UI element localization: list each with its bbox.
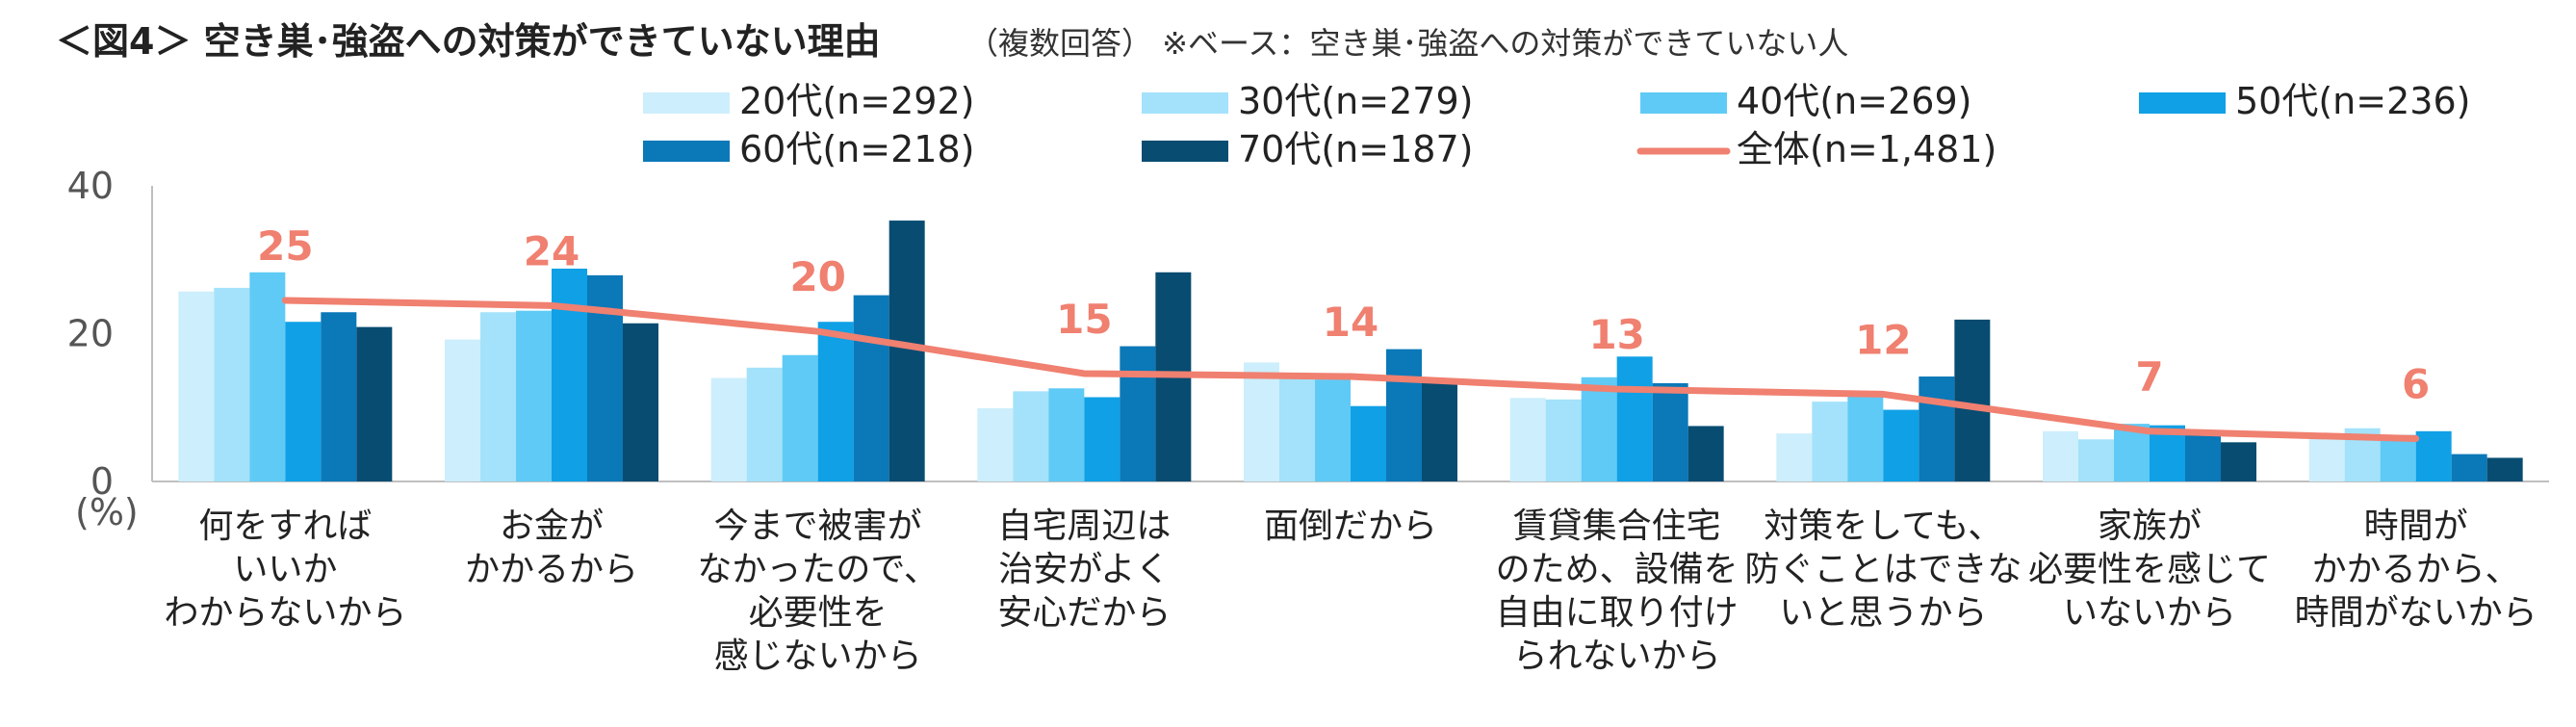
legend: 20代(n=292) 30代(n=279) 40代(n=269) 50代(n=236)… [643,80,2470,170]
legend-swatch [643,92,730,114]
bar [1315,379,1351,481]
overall-data-label: 6 [2402,360,2430,407]
legend-label: 60代(n=218) [739,128,974,170]
bar [2221,442,2256,481]
y-tick-label: 20 [67,313,114,355]
legend-label: 50代(n=236) [2235,80,2470,122]
overall-line-series: 25 24 20 15 14 13 12 7 6 [257,222,2430,442]
bar [249,272,286,481]
bar [2415,430,2452,481]
overall-data-label: 20 [789,253,845,300]
overall-data-label: 13 [1588,311,1644,358]
bar [1013,391,1049,481]
legend-swatch [2139,92,2226,114]
bar [1386,349,1422,481]
bar [782,354,818,481]
legend-swatch [1640,92,1727,114]
bar [480,312,516,481]
bar [516,310,552,481]
bar [1545,399,1582,481]
bar [1776,433,1813,481]
overall-data-label: 14 [1323,299,1378,346]
bar [1120,346,1156,481]
chart-title: ＜図4＞ 空き巣･強盗への対策ができていない理由 [56,20,881,63]
category-label: 時間がかかるから、時間がないから [2295,506,2537,633]
bar [2043,430,2078,481]
bar [1652,382,1688,481]
bar [853,295,889,481]
bar [1422,382,1457,481]
bar [552,268,587,481]
bar [1509,398,1546,481]
y-axis-title: (%) [75,491,139,533]
y-tick-label: 0 [90,460,114,503]
bar [1616,356,1653,481]
bar [1919,376,1955,481]
bar [2185,433,2221,481]
bar [746,367,783,481]
bar [889,221,925,481]
category-label: 家族が必要性を感じていないから [2028,506,2271,633]
overall-data-label: 25 [257,222,313,270]
bar [356,326,393,481]
bar [1581,376,1617,481]
chart-subtitle: （複数回答） ※ベース：空き巣･強盗への対策ができていない人 [967,25,1848,62]
bar [1847,393,1884,481]
overall-data-label: 7 [2135,353,2163,401]
bar [1279,376,1315,481]
category-label: 今まで被害がなかったので、必要性を感じないから [697,506,939,676]
bar [1687,426,1724,481]
bar [285,322,322,481]
bar [1084,397,1121,481]
bar [1883,409,1919,481]
bar [623,323,658,481]
category-label: 対策をしても、防ぐことはできないと思うから [1744,506,2022,633]
legend-label: 70代(n=187) [1238,128,1473,170]
bar [2451,454,2487,481]
bar [321,312,357,481]
bar [817,322,854,481]
overall-data-label: 12 [1855,316,1911,363]
legend-label: 全体(n=1,481) [1737,128,1996,170]
legend-label: 40代(n=269) [1737,80,1971,122]
overall-line [281,297,2420,442]
overall-data-label: 15 [1056,296,1112,343]
bar [2308,435,2345,481]
legend-swatch [643,141,730,162]
bar [2078,439,2114,481]
bar [2486,457,2523,481]
category-label: 何をすればいいかわからないから [164,506,406,633]
category-label: 自宅周辺は治安がよく安心だから [997,506,1171,633]
legend-swatch [1142,141,1228,162]
bar [1244,362,1279,481]
category-labels: 何をすればいいかわからないからお金がかかるから今まで被害がなかったので、必要性を… [164,506,2537,676]
y-tick-labels: 0 20 40 [67,165,114,503]
bar [2380,434,2416,481]
bar [445,339,480,481]
bar [214,287,250,481]
legend-label: 30代(n=279) [1238,80,1473,122]
legend-label: 20代(n=292) [739,80,974,122]
bar [977,408,1014,481]
bar [710,377,747,481]
overall-data-label: 24 [524,227,580,274]
category-label: 賃貸集合住宅のため、設備を自由に取り付けられないから [1496,506,1739,676]
category-label: 面倒だから [1264,506,1437,546]
bar [1048,388,1085,481]
bar [1351,405,1386,481]
legend-swatch [1142,92,1228,114]
bar [1812,402,1848,481]
category-label: お金がかかるから [465,506,638,589]
bar [178,291,215,481]
y-tick-label: 40 [67,165,114,207]
bar [1954,319,1991,481]
